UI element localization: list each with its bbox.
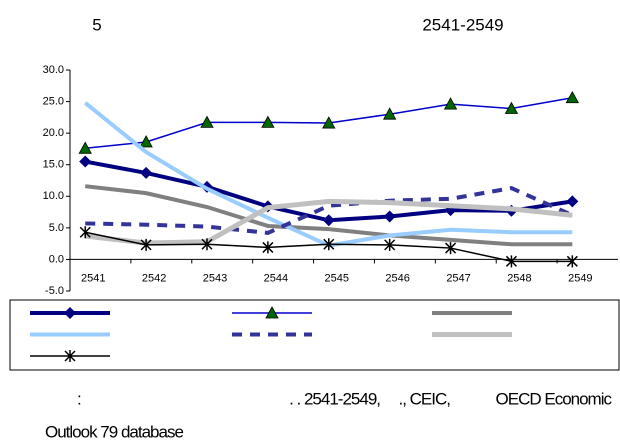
marker [504,101,519,114]
marker [565,90,580,104]
y-tick-label: 15.0 [43,159,64,171]
x-tick-label: 2549 [568,272,592,284]
marker [566,255,578,268]
x-tick-label: 2546 [385,272,409,284]
marker [382,107,397,120]
x-tick-label: 2541 [81,272,105,284]
y-tick-label: 30.0 [43,64,64,76]
marker [566,195,579,208]
marker [64,307,76,319]
series-line [85,186,574,235]
chart-title: 2541-2549 [422,15,503,34]
marker [384,238,396,251]
marker [200,115,214,128]
x-tick-label: 2547 [446,272,470,284]
y-tick-label: 10.0 [43,190,64,202]
marker [322,214,335,227]
marker [262,241,274,254]
x-tick-label: 2545 [325,272,349,284]
x-tick-label: 2548 [507,272,531,284]
chart-title: 5 [92,15,101,34]
marker [139,135,153,148]
marker [443,97,458,110]
y-tick-label: 0.0 [49,253,64,265]
source-note: Outlook 79 database [45,422,183,441]
marker [265,306,279,319]
x-tick-label: 2542 [142,272,166,284]
marker [383,210,396,223]
series-line [84,184,573,247]
marker [140,166,153,179]
marker [323,238,335,251]
marker [322,116,336,129]
source-note: OECD Economic [496,389,613,408]
source-note: : [77,389,81,408]
y-tick-label: 5.0 [49,222,64,234]
marker [140,238,152,251]
marker [79,155,92,168]
marker [201,238,213,251]
marker [79,226,91,239]
series-line [84,198,573,246]
marker [78,141,92,154]
y-tick-label: 25.0 [43,95,64,107]
legend-box [9,299,620,371]
y-tick-label: -5.0 [45,285,64,297]
source-note: . . 2541-2549, [289,389,380,408]
y-tick-label: 20.0 [43,127,64,139]
source-note: ., CEIC, [398,389,450,408]
marker [261,115,275,128]
marker [505,255,517,268]
x-tick-label: 2543 [203,272,227,284]
marker [64,350,76,362]
x-tick-label: 2544 [264,272,288,284]
marker [445,242,457,255]
